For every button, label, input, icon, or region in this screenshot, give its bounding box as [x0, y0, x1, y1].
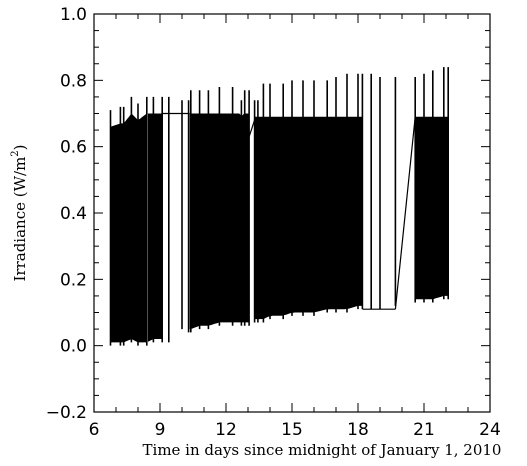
series-connector: [248, 119, 256, 137]
series-dense-band: [147, 113, 163, 342]
y-axis-label: Irradiance (W/m2): [10, 144, 29, 281]
x-tick-label: 21: [413, 420, 435, 440]
y-axis-label-superscript: 2: [10, 150, 21, 156]
y-tick-label: 0.8: [60, 71, 87, 91]
data-series: [109, 67, 450, 346]
series-dense-band: [110, 113, 147, 343]
x-tick-label: 9: [155, 420, 166, 440]
y-tick-label: 0.6: [60, 138, 87, 158]
y-tick-label: 1.0: [60, 5, 87, 25]
axis-ticks: 6 9 12 15 18 21 24 −0.2 0.0 0.2 0.4 0.6 0.8 1.0: [46, 5, 501, 440]
x-tick-label: 12: [215, 420, 237, 440]
x-tick-label: 6: [89, 420, 100, 440]
y-tick-label: 0.2: [60, 270, 87, 290]
y-axis-label-text: Irradiance (W/m: [11, 157, 29, 282]
x-axis-label: Time in days since midnight of January 1…: [143, 441, 502, 459]
y-axis-label-close: ): [11, 144, 29, 150]
x-tick-label: 18: [347, 420, 369, 440]
y-tick-label: 0.0: [60, 337, 87, 357]
y-tick-label: −0.2: [46, 403, 87, 423]
y-tick-label: 0.4: [60, 204, 87, 224]
x-tick-label: 15: [281, 420, 303, 440]
series-connector: [394, 116, 416, 310]
x-tick-label: 24: [479, 420, 501, 440]
